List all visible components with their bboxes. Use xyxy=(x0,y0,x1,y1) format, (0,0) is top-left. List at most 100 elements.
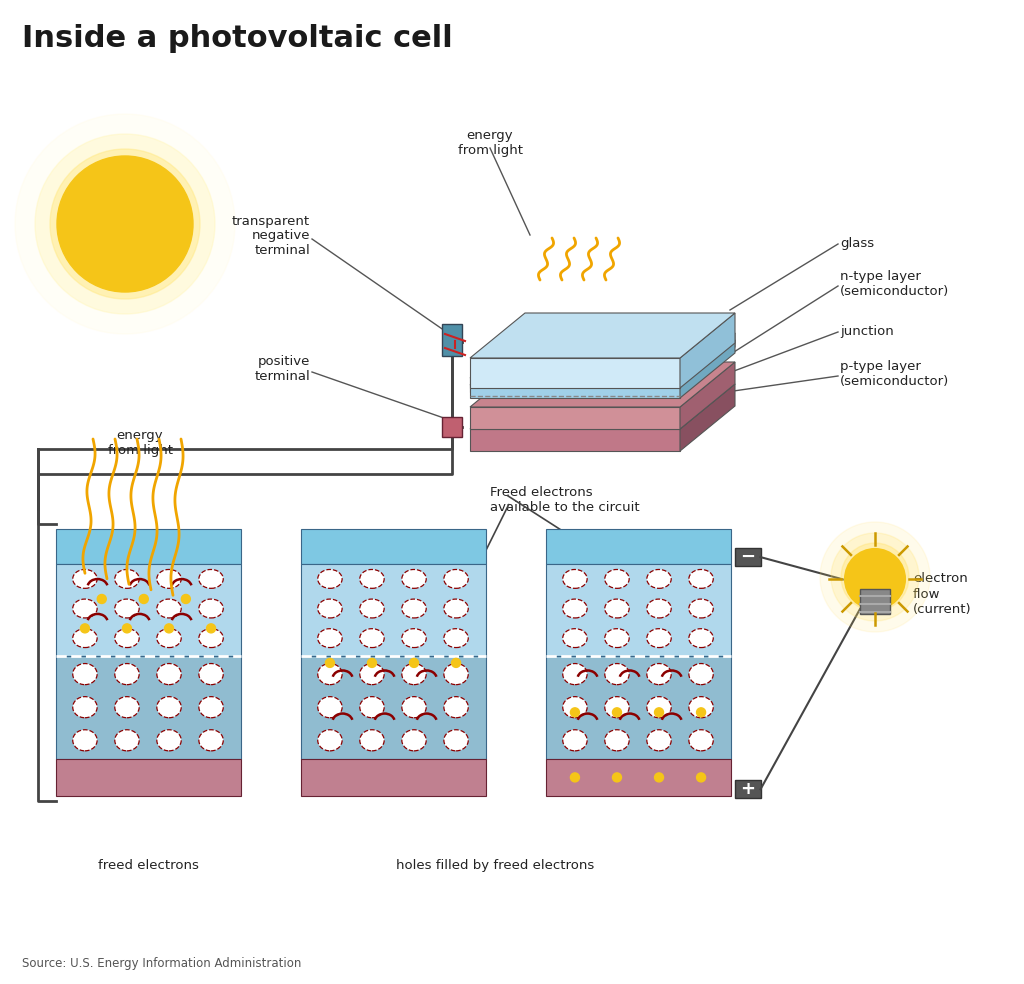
Text: −: − xyxy=(740,548,755,566)
Circle shape xyxy=(181,594,190,603)
Ellipse shape xyxy=(647,629,671,647)
Circle shape xyxy=(410,658,419,667)
Bar xyxy=(55,759,241,796)
Ellipse shape xyxy=(157,697,181,717)
Ellipse shape xyxy=(647,599,671,618)
Ellipse shape xyxy=(115,570,139,588)
Ellipse shape xyxy=(199,697,223,717)
Ellipse shape xyxy=(199,599,223,618)
Text: Inside a photovoltaic cell: Inside a photovoltaic cell xyxy=(22,24,453,53)
Text: Source: U.S. Energy Information Administration: Source: U.S. Energy Information Administ… xyxy=(22,957,301,970)
Ellipse shape xyxy=(563,629,587,647)
Ellipse shape xyxy=(73,697,97,717)
Ellipse shape xyxy=(689,730,714,751)
Ellipse shape xyxy=(647,663,671,685)
Ellipse shape xyxy=(689,570,714,588)
Ellipse shape xyxy=(157,629,181,647)
Polygon shape xyxy=(470,313,735,358)
Circle shape xyxy=(570,707,580,716)
Ellipse shape xyxy=(317,663,342,685)
Ellipse shape xyxy=(199,570,223,588)
Bar xyxy=(546,656,730,759)
Text: energy
from light: energy from light xyxy=(458,129,522,157)
Circle shape xyxy=(15,114,234,334)
Circle shape xyxy=(696,772,706,782)
Ellipse shape xyxy=(443,697,468,717)
Bar xyxy=(300,759,485,796)
Ellipse shape xyxy=(359,570,384,588)
Ellipse shape xyxy=(157,599,181,618)
Polygon shape xyxy=(470,333,735,378)
Polygon shape xyxy=(470,407,680,429)
Ellipse shape xyxy=(317,697,342,717)
Ellipse shape xyxy=(157,570,181,588)
Circle shape xyxy=(612,707,622,716)
Ellipse shape xyxy=(317,730,342,751)
Ellipse shape xyxy=(563,570,587,588)
Text: positive
terminal: positive terminal xyxy=(254,355,310,383)
Circle shape xyxy=(570,772,580,782)
Ellipse shape xyxy=(199,629,223,647)
Bar xyxy=(546,564,730,656)
Polygon shape xyxy=(470,384,735,429)
Circle shape xyxy=(696,707,706,716)
Polygon shape xyxy=(470,340,735,385)
Ellipse shape xyxy=(605,599,629,618)
Circle shape xyxy=(831,533,919,621)
Bar xyxy=(300,564,485,656)
Circle shape xyxy=(97,594,106,603)
Circle shape xyxy=(326,658,335,667)
Ellipse shape xyxy=(199,730,223,751)
Text: freed electrons: freed electrons xyxy=(97,859,199,872)
Text: junction: junction xyxy=(840,326,894,338)
Ellipse shape xyxy=(605,570,629,588)
Ellipse shape xyxy=(401,663,426,685)
Ellipse shape xyxy=(115,697,139,717)
Ellipse shape xyxy=(359,599,384,618)
Ellipse shape xyxy=(115,663,139,685)
Ellipse shape xyxy=(317,629,342,647)
Polygon shape xyxy=(470,362,735,407)
Polygon shape xyxy=(680,362,735,429)
Circle shape xyxy=(845,549,905,609)
Ellipse shape xyxy=(73,629,97,647)
Polygon shape xyxy=(680,333,735,398)
Ellipse shape xyxy=(605,629,629,647)
Ellipse shape xyxy=(359,663,384,685)
Bar xyxy=(55,656,241,759)
Bar xyxy=(734,780,761,798)
Ellipse shape xyxy=(563,663,587,685)
Bar xyxy=(546,759,730,796)
Ellipse shape xyxy=(689,697,714,717)
Text: transparent
negative
terminal: transparent negative terminal xyxy=(231,215,310,258)
Circle shape xyxy=(654,707,664,716)
Ellipse shape xyxy=(401,697,426,717)
Ellipse shape xyxy=(689,663,714,685)
Bar xyxy=(55,529,241,564)
Bar xyxy=(55,564,241,656)
Ellipse shape xyxy=(605,697,629,717)
Ellipse shape xyxy=(647,730,671,751)
Circle shape xyxy=(820,522,930,632)
Text: Freed electrons
available to the circuit: Freed electrons available to the circuit xyxy=(490,486,640,514)
Bar xyxy=(300,529,485,564)
Ellipse shape xyxy=(359,629,384,647)
Circle shape xyxy=(123,624,131,633)
Bar xyxy=(546,529,730,564)
Polygon shape xyxy=(470,358,680,388)
Circle shape xyxy=(35,134,215,314)
Ellipse shape xyxy=(73,570,97,588)
Polygon shape xyxy=(680,384,735,451)
Bar xyxy=(442,417,462,437)
Circle shape xyxy=(207,624,216,633)
Ellipse shape xyxy=(73,599,97,618)
Ellipse shape xyxy=(443,570,468,588)
Ellipse shape xyxy=(115,730,139,751)
Ellipse shape xyxy=(73,730,97,751)
Circle shape xyxy=(81,624,89,633)
Circle shape xyxy=(452,658,461,667)
Ellipse shape xyxy=(401,629,426,647)
Circle shape xyxy=(841,543,909,611)
Bar xyxy=(734,548,761,566)
Ellipse shape xyxy=(115,599,139,618)
